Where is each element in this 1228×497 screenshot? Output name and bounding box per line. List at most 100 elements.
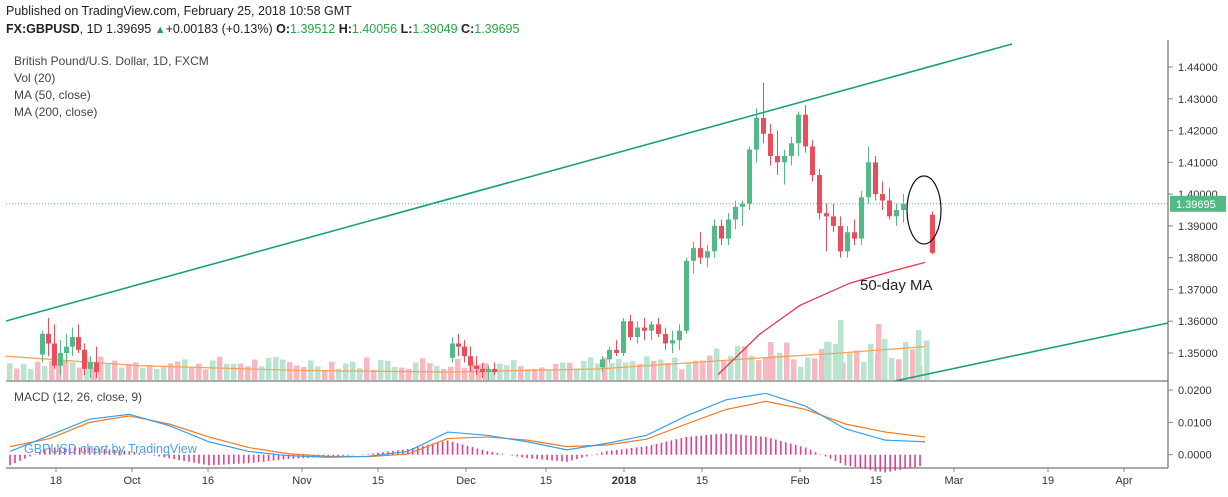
time-tick-label: 15 bbox=[372, 475, 384, 487]
time-tick-label: Apr bbox=[1115, 475, 1132, 487]
volume-bar bbox=[511, 359, 517, 380]
volume-bar bbox=[525, 368, 531, 380]
up-arrow-icon: ▲ bbox=[154, 24, 166, 36]
volume-bar bbox=[833, 343, 839, 380]
volume-bar bbox=[434, 366, 440, 380]
price-tick-label: 1.43000 bbox=[1178, 94, 1218, 106]
candles bbox=[40, 82, 942, 382]
candle-down bbox=[887, 200, 892, 217]
candle-down bbox=[628, 321, 633, 338]
candle-up bbox=[705, 251, 710, 258]
volume-bar bbox=[420, 358, 426, 380]
price-tick-label: 1.41000 bbox=[1178, 157, 1218, 169]
candle-up bbox=[88, 362, 93, 369]
price-tick-label: 1.42000 bbox=[1178, 126, 1218, 138]
volume-bar bbox=[916, 330, 922, 380]
axes: 1.440001.430001.420001.410001.400001.390… bbox=[50, 62, 1226, 487]
legend-macd: MACD (12, 26, close, 9) bbox=[14, 390, 143, 404]
volume-bar bbox=[637, 363, 643, 380]
candle-down bbox=[852, 232, 857, 239]
price-tick-label: 1.35000 bbox=[1178, 348, 1218, 360]
volume-bar bbox=[224, 363, 230, 380]
indicator-lines bbox=[5, 43, 1169, 382]
volume-bar bbox=[876, 324, 882, 380]
upper-trendline bbox=[5, 43, 1013, 322]
volume-bar bbox=[768, 342, 774, 380]
candle-up bbox=[747, 149, 752, 204]
header-bar: Published on TradingView.com, February 2… bbox=[0, 0, 1228, 40]
volume-bar bbox=[903, 342, 909, 380]
volume-bar bbox=[371, 369, 377, 380]
price-tag bbox=[1170, 195, 1226, 212]
low-value: 1.39049 bbox=[412, 22, 458, 36]
volume-bar bbox=[539, 367, 545, 380]
volume-bar bbox=[581, 360, 587, 380]
candle-up bbox=[40, 333, 45, 355]
legend-title: British Pound/U.S. Dollar, 1D, FXCM bbox=[14, 54, 209, 68]
time-tick-label: Oct bbox=[123, 475, 140, 487]
candle-up bbox=[740, 203, 745, 207]
candle-up bbox=[754, 117, 759, 150]
candle-down bbox=[656, 324, 661, 334]
candle-up bbox=[712, 225, 717, 252]
candle-up bbox=[64, 346, 69, 353]
volume-bar bbox=[189, 368, 195, 380]
volume-bar bbox=[364, 357, 370, 380]
candle-up bbox=[670, 340, 675, 344]
candle-down bbox=[775, 155, 780, 163]
volume-bar bbox=[693, 360, 699, 380]
candle-down bbox=[52, 343, 57, 366]
volume-bar bbox=[763, 357, 769, 380]
time-tick-label: 16 bbox=[202, 475, 214, 487]
volume-bar bbox=[378, 360, 384, 380]
volume-bar bbox=[63, 360, 69, 380]
time-tick-label: 18 bbox=[50, 475, 62, 487]
volume-bar bbox=[882, 338, 888, 380]
volume-bar bbox=[679, 369, 685, 380]
legend-vol: Vol (20) bbox=[14, 71, 56, 85]
volume-bar bbox=[672, 357, 678, 380]
volume-bar bbox=[532, 368, 538, 380]
candle-up bbox=[901, 203, 906, 210]
candle-up bbox=[796, 114, 801, 144]
volume-bar bbox=[343, 363, 349, 380]
candle-down bbox=[873, 162, 878, 195]
candle-down bbox=[698, 248, 703, 258]
volume-bar bbox=[196, 363, 202, 380]
price-tick-label: 1.38000 bbox=[1178, 253, 1218, 265]
open-label: O: bbox=[276, 22, 291, 36]
volume-bar bbox=[231, 363, 237, 380]
chart-canvas[interactable]: 1.440001.430001.420001.410001.400001.390… bbox=[0, 40, 1228, 497]
candle-down bbox=[768, 133, 773, 156]
candle-up bbox=[684, 260, 689, 331]
volume-bar bbox=[273, 357, 279, 380]
watermark: GBPUSD chart by TradingView bbox=[24, 442, 197, 456]
volume-bar bbox=[14, 368, 20, 380]
volume-bar bbox=[357, 368, 363, 380]
candle-up bbox=[859, 197, 864, 239]
volume-bar bbox=[574, 368, 580, 380]
ohlc-line: FX:GBPUSD, 1D 1.39695 ▲+0.00183 (+0.13%)… bbox=[6, 22, 520, 36]
volume-bar bbox=[126, 363, 132, 380]
volume-bar bbox=[77, 367, 83, 380]
candle-up bbox=[894, 210, 899, 217]
highlight-ellipse bbox=[906, 175, 942, 245]
volume-bar bbox=[301, 366, 307, 380]
volume-bar bbox=[644, 356, 650, 380]
ma200-line bbox=[5, 345, 926, 373]
volume-bar bbox=[168, 363, 174, 380]
legend-ma50: MA (50, close) bbox=[14, 88, 91, 102]
volume-bar bbox=[7, 363, 13, 380]
volume-bar bbox=[140, 367, 146, 380]
volume-bar bbox=[322, 369, 328, 380]
macd-tick-label: 0.0100 bbox=[1178, 417, 1212, 429]
candle-down bbox=[642, 327, 647, 331]
volume-bar bbox=[623, 362, 629, 380]
candle-down bbox=[94, 362, 99, 373]
volume-bar bbox=[749, 356, 755, 380]
volume-bar bbox=[469, 361, 475, 380]
macd-line bbox=[9, 392, 926, 458]
volume-bar bbox=[721, 360, 727, 380]
volume-bar bbox=[455, 358, 461, 380]
time-tick-label: 15 bbox=[870, 475, 882, 487]
